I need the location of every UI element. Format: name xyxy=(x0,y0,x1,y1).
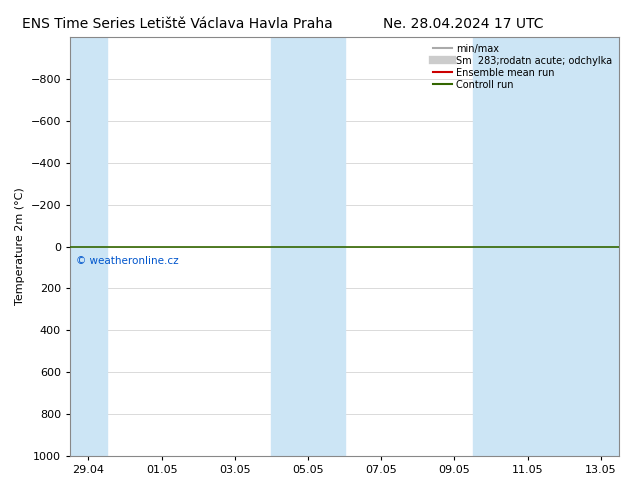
Text: © weatheronline.cz: © weatheronline.cz xyxy=(75,256,178,266)
Legend: min/max, Sm  283;rodatn acute; odchylka, Ensemble mean run, Controll run: min/max, Sm 283;rodatn acute; odchylka, … xyxy=(430,42,614,92)
Text: Ne. 28.04.2024 17 UTC: Ne. 28.04.2024 17 UTC xyxy=(382,17,543,31)
Y-axis label: Temperature 2m (°C): Temperature 2m (°C) xyxy=(15,188,25,305)
Bar xyxy=(70,37,107,456)
Text: ENS Time Series Letiště Václava Havla Praha: ENS Time Series Letiště Václava Havla Pr… xyxy=(22,17,333,31)
Bar xyxy=(271,37,344,456)
Bar xyxy=(472,37,619,456)
